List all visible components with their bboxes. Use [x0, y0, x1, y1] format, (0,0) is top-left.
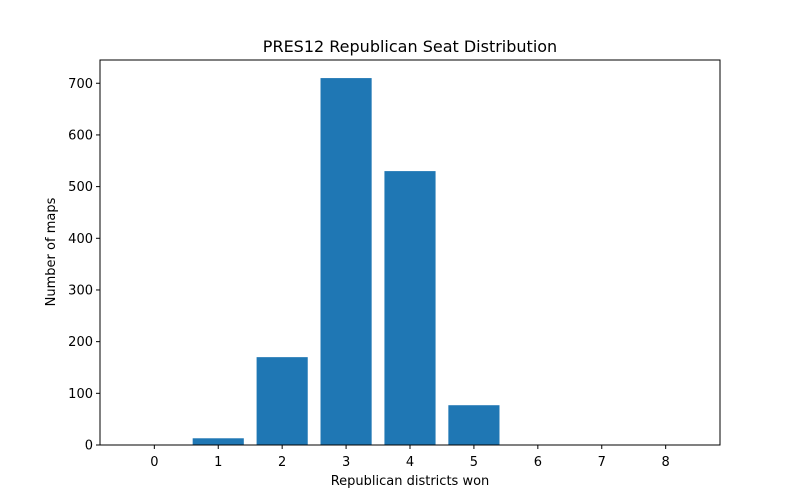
- x-tick-label-1: 1: [214, 455, 222, 470]
- x-axis-label: Republican districts won: [331, 474, 490, 489]
- y-tick-label-400: 400: [68, 232, 93, 247]
- x-tick-label-3: 3: [342, 455, 350, 470]
- y-tick-label-0: 0: [85, 439, 93, 454]
- y-axis-label: Number of maps: [44, 197, 59, 306]
- bar-3: [320, 78, 372, 445]
- x-tick-label-4: 4: [406, 455, 414, 470]
- y-axis-ticks: 0 100 200 300 400 500 600 700: [68, 77, 100, 454]
- bars-group: [192, 78, 500, 446]
- y-tick-label-300: 300: [68, 283, 93, 298]
- y-tick-label-100: 100: [68, 387, 93, 402]
- y-tick-label-600: 600: [68, 128, 93, 143]
- bar-5: [448, 405, 500, 445]
- x-tick-label-2: 2: [278, 455, 286, 470]
- chart-title: PRES12 Republican Seat Distribution: [263, 37, 557, 56]
- x-axis-ticks: 0 1 2 3 4 5 6 7 8: [150, 445, 670, 470]
- x-tick-label-5: 5: [470, 455, 478, 470]
- y-tick-label-700: 700: [68, 77, 93, 92]
- y-tick-label-500: 500: [68, 180, 93, 195]
- x-tick-label-0: 0: [150, 455, 158, 470]
- x-tick-label-6: 6: [534, 455, 542, 470]
- bar-2: [256, 357, 308, 445]
- x-tick-label-8: 8: [662, 455, 670, 470]
- y-tick-label-200: 200: [68, 335, 93, 350]
- x-tick-label-7: 7: [598, 455, 606, 470]
- bar-4: [384, 171, 436, 446]
- bar-1: [192, 438, 244, 445]
